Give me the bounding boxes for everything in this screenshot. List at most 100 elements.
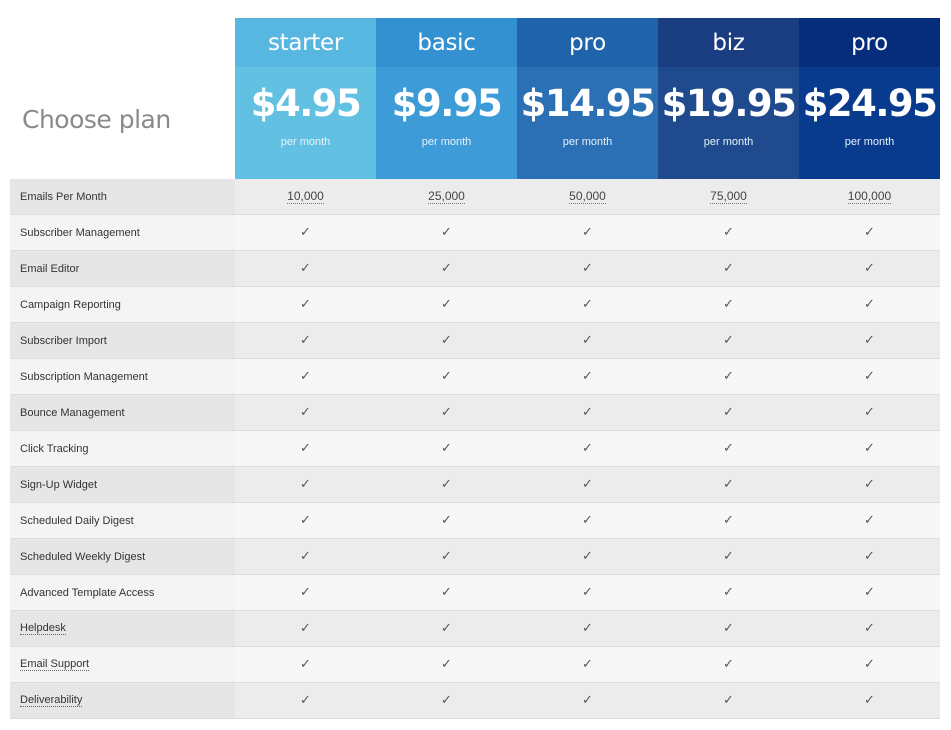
feature-cell: ✓ bbox=[376, 359, 517, 394]
check-icon: ✓ bbox=[300, 585, 311, 600]
check-icon: ✓ bbox=[864, 405, 875, 420]
check-icon: ✓ bbox=[864, 441, 875, 456]
check-icon: ✓ bbox=[582, 549, 593, 564]
pricing-header: Choose plan starter $4.95 per month basic $9… bbox=[10, 18, 940, 179]
feature-cell: ✓ bbox=[376, 575, 517, 610]
check-icon: ✓ bbox=[864, 585, 875, 600]
check-icon: ✓ bbox=[300, 405, 311, 420]
feature-row: Email Editor ✓ ✓ ✓ ✓ ✓ bbox=[10, 251, 940, 287]
feature-cell: ✓ bbox=[376, 323, 517, 358]
feature-label-cell[interactable]: Helpdesk bbox=[10, 611, 235, 646]
check-icon: ✓ bbox=[864, 477, 875, 492]
feature-rows: Emails Per Month 10,000 25,000 50,000 75,000… bbox=[10, 179, 940, 719]
feature-cell: ✓ bbox=[376, 251, 517, 286]
feature-cell: ✓ bbox=[235, 467, 376, 502]
check-icon: ✓ bbox=[723, 513, 734, 528]
feature-row: Scheduled Daily Digest ✓ ✓ ✓ ✓ ✓ bbox=[10, 503, 940, 539]
feature-cell: ✓ bbox=[517, 647, 658, 682]
feature-cell: ✓ bbox=[799, 323, 940, 358]
feature-cell: ✓ bbox=[799, 575, 940, 610]
check-icon: ✓ bbox=[723, 333, 734, 348]
feature-link[interactable]: Helpdesk bbox=[20, 622, 66, 635]
feature-cell: ✓ bbox=[376, 647, 517, 682]
feature-cell: ✓ bbox=[799, 683, 940, 718]
feature-cell: ✓ bbox=[799, 251, 940, 286]
feature-cell: ✓ bbox=[658, 323, 799, 358]
plan-column-4[interactable]: biz $19.95 per month bbox=[658, 18, 799, 179]
check-icon: ✓ bbox=[723, 585, 734, 600]
check-icon: ✓ bbox=[582, 477, 593, 492]
check-icon: ✓ bbox=[441, 441, 452, 456]
check-icon: ✓ bbox=[723, 657, 734, 672]
feature-cell: ✓ bbox=[799, 287, 940, 322]
check-icon: ✓ bbox=[864, 549, 875, 564]
check-icon: ✓ bbox=[582, 261, 593, 276]
feature-label-cell: Scheduled Daily Digest bbox=[10, 503, 235, 538]
check-icon: ✓ bbox=[582, 621, 593, 636]
plan-price: $14.95 bbox=[520, 82, 656, 125]
check-icon: ✓ bbox=[582, 405, 593, 420]
feature-cell: ✓ bbox=[658, 251, 799, 286]
check-icon: ✓ bbox=[300, 549, 311, 564]
feature-cell: ✓ bbox=[235, 323, 376, 358]
feature-cell: ✓ bbox=[658, 647, 799, 682]
check-icon: ✓ bbox=[441, 477, 452, 492]
feature-cell: ✓ bbox=[376, 683, 517, 718]
feature-cell: ✓ bbox=[658, 359, 799, 394]
plan-name: pro bbox=[517, 18, 658, 67]
feature-label-cell: Subscriber Import bbox=[10, 323, 235, 358]
feature-cell: ✓ bbox=[658, 683, 799, 718]
feature-row: Subscription Management ✓ ✓ ✓ ✓ ✓ bbox=[10, 359, 940, 395]
feature-cell: ✓ bbox=[376, 467, 517, 502]
feature-label-cell: Campaign Reporting bbox=[10, 287, 235, 322]
page-title: Choose plan bbox=[22, 105, 171, 134]
feature-cell: ✓ bbox=[658, 395, 799, 430]
feature-cell: ✓ bbox=[799, 503, 940, 538]
feature-cell: ✓ bbox=[799, 611, 940, 646]
feature-label-cell[interactable]: Deliverability bbox=[10, 683, 235, 718]
check-icon: ✓ bbox=[723, 441, 734, 456]
feature-link[interactable]: Deliverability bbox=[20, 694, 83, 707]
feature-cell: ✓ bbox=[799, 215, 940, 250]
check-icon: ✓ bbox=[864, 297, 875, 312]
feature-link[interactable]: Email Support bbox=[20, 658, 90, 671]
plan-column-5[interactable]: pro $24.95 per month bbox=[799, 18, 940, 179]
plan-price: $4.95 bbox=[250, 82, 362, 125]
check-icon: ✓ bbox=[300, 657, 311, 672]
choose-plan-cell: Choose plan bbox=[10, 18, 235, 179]
feature-cell: ✓ bbox=[376, 287, 517, 322]
feature-label-cell[interactable]: Email Support bbox=[10, 647, 235, 682]
feature-cell: ✓ bbox=[517, 287, 658, 322]
plan-column-2[interactable]: basic $9.95 per month bbox=[376, 18, 517, 179]
feature-row: Campaign Reporting ✓ ✓ ✓ ✓ ✓ bbox=[10, 287, 940, 323]
plan-column-3[interactable]: pro $14.95 per month bbox=[517, 18, 658, 179]
feature-cell: ✓ bbox=[517, 395, 658, 430]
feature-cell: 75,000 bbox=[658, 179, 799, 214]
check-icon: ✓ bbox=[441, 369, 452, 384]
plan-column-1[interactable]: starter $4.95 per month bbox=[235, 18, 376, 179]
plan-price: $19.95 bbox=[661, 82, 797, 125]
feature-label-cell: Advanced Template Access bbox=[10, 575, 235, 610]
feature-value: 25,000 bbox=[428, 188, 465, 204]
check-icon: ✓ bbox=[441, 585, 452, 600]
check-icon: ✓ bbox=[300, 297, 311, 312]
feature-label: Scheduled Daily Digest bbox=[20, 514, 134, 527]
feature-cell: ✓ bbox=[235, 503, 376, 538]
feature-cell: ✓ bbox=[799, 539, 940, 574]
check-icon: ✓ bbox=[864, 369, 875, 384]
plan-period: per month bbox=[280, 136, 331, 148]
feature-value: 100,000 bbox=[847, 188, 892, 204]
feature-row: Click Tracking ✓ ✓ ✓ ✓ ✓ bbox=[10, 431, 940, 467]
check-icon: ✓ bbox=[582, 585, 593, 600]
check-icon: ✓ bbox=[441, 333, 452, 348]
check-icon: ✓ bbox=[723, 297, 734, 312]
check-icon: ✓ bbox=[441, 225, 452, 240]
check-icon: ✓ bbox=[582, 225, 593, 240]
feature-cell: ✓ bbox=[235, 395, 376, 430]
feature-cell: ✓ bbox=[658, 575, 799, 610]
check-icon: ✓ bbox=[864, 693, 875, 708]
feature-cell: ✓ bbox=[376, 539, 517, 574]
check-icon: ✓ bbox=[582, 513, 593, 528]
feature-cell: ✓ bbox=[517, 467, 658, 502]
feature-value: 75,000 bbox=[710, 188, 747, 204]
